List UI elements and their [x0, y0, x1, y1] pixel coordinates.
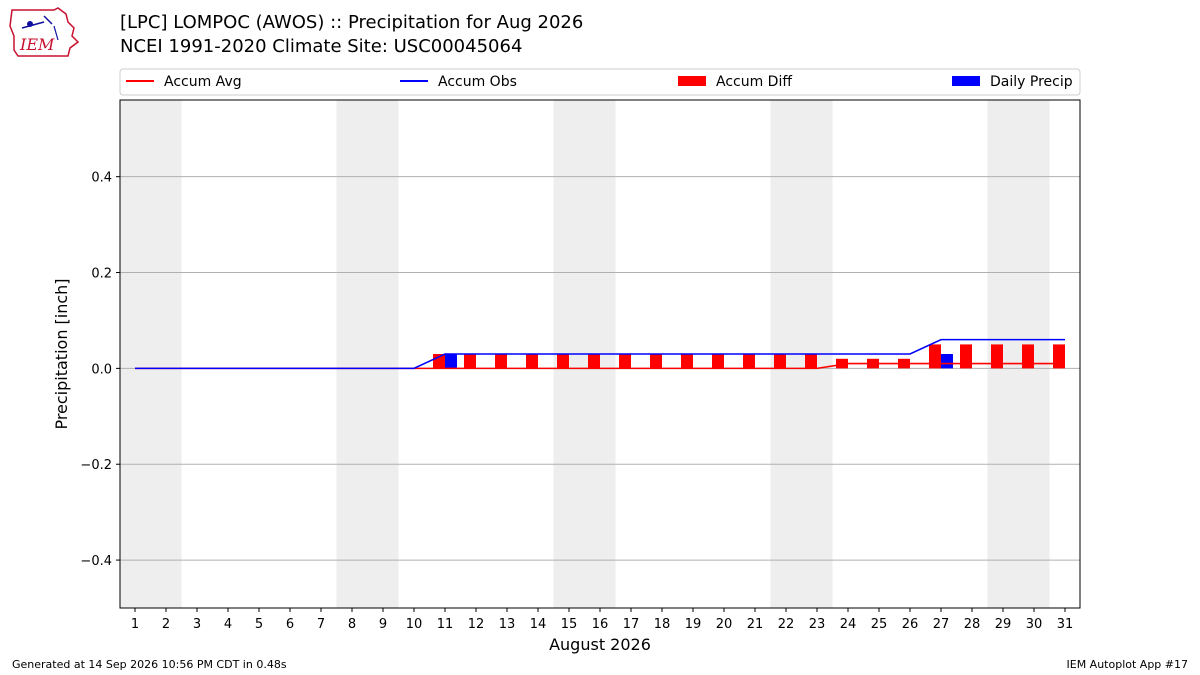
x-tick-label: 29 — [995, 617, 1012, 632]
x-tick-label: 20 — [716, 617, 733, 632]
legend-daily-precip-swatch — [952, 76, 980, 86]
accum-diff-bar — [526, 354, 538, 369]
accum-diff-bar — [464, 354, 476, 369]
x-tick-label: 16 — [592, 617, 609, 632]
lines — [135, 338, 1065, 370]
accum-diff-bar — [774, 354, 786, 369]
x-tick-label: 7 — [317, 617, 325, 632]
accum-diff-bar — [743, 354, 755, 369]
y-tick-label: 0.0 — [91, 362, 112, 377]
accum-diff-bar — [557, 354, 569, 369]
x-tick-label: 27 — [933, 617, 950, 632]
accum-diff-bar — [991, 344, 1003, 369]
x-tick-label: 10 — [406, 617, 423, 632]
x-tick-label: 18 — [654, 617, 671, 632]
accum-diff-bar — [836, 358, 848, 369]
x-tick-label: 30 — [1026, 617, 1043, 632]
accum-diff-bar — [650, 354, 662, 369]
accum-diff-bar — [495, 354, 507, 369]
x-tick-label: 2 — [162, 617, 170, 632]
weekend-shade — [120, 100, 182, 608]
axis-ticks: −0.4−0.20.00.20.41 2 3 4 5 6 7 8 9 10 11 12 13 14 15 16… — [80, 171, 1073, 632]
chart-title: [LPC] LOMPOC (AWOS) :: Precipitation for… — [120, 12, 584, 33]
x-tick-label: 22 — [778, 617, 795, 632]
accum-diff-bar — [588, 354, 600, 369]
legend: Accum Avg Accum Obs Accum Diff Daily Precip — [119, 68, 1081, 96]
legend-daily-precip-label: Daily Precip — [990, 74, 1073, 90]
weekend-shade — [336, 100, 399, 608]
accum-diff-bar — [960, 344, 972, 369]
legend-box — [119, 68, 1081, 96]
daily-precip-bar — [445, 354, 457, 369]
x-tick-label: 19 — [685, 617, 702, 632]
legend-accum-diff-swatch — [678, 76, 706, 86]
x-tick-label: 15 — [561, 617, 578, 632]
x-tick-label: 31 — [1057, 617, 1074, 632]
accum-obs-line — [135, 338, 1065, 370]
x-tick-label: 3 — [193, 617, 201, 632]
x-tick-label: 1 — [131, 617, 139, 632]
chart-subtitle: NCEI 1991-2020 Climate Site: USC00045064 — [120, 36, 523, 57]
accum-diff-bar — [929, 344, 941, 369]
x-tick-label: 8 — [348, 617, 356, 632]
logo-text: IEM — [19, 35, 55, 54]
x-tick-label: 9 — [379, 617, 387, 632]
x-tick-label: 5 — [255, 617, 263, 632]
y-tick-label: 0.4 — [91, 171, 112, 186]
x-tick-label: 11 — [437, 617, 454, 632]
accum-diff-bar — [805, 354, 817, 369]
x-tick-label: 17 — [623, 617, 640, 632]
legend-accum-avg-label: Accum Avg — [164, 74, 242, 90]
daily-precip-bar — [941, 354, 953, 369]
legend-accum-obs-label: Accum Obs — [438, 74, 517, 90]
x-tick-label: 25 — [871, 617, 888, 632]
x-tick-label: 24 — [840, 617, 857, 632]
accum-diff-bar — [681, 354, 693, 369]
accum-diff-bar — [712, 354, 724, 369]
x-tick-label: 12 — [468, 617, 485, 632]
iem-logo: IEM — [9, 7, 80, 57]
y-tick-label: 0.2 — [91, 267, 112, 282]
app-note: IEM Autoplot App #17 — [1066, 658, 1189, 671]
y-axis-label: Precipitation [inch] — [52, 278, 71, 429]
x-tick-label: 26 — [902, 617, 919, 632]
generated-note: Generated at 14 Sep 2026 10:56 PM CDT in… — [12, 658, 287, 671]
accum-diff-bar — [1053, 344, 1065, 369]
x-tick-label: 6 — [286, 617, 294, 632]
accum-diff-bar — [1022, 344, 1034, 369]
legend-accum-diff-label: Accum Diff — [716, 74, 792, 90]
x-tick-label: 13 — [499, 617, 516, 632]
x-axis-label: August 2026 — [549, 635, 651, 654]
x-tick-label: 4 — [224, 617, 232, 632]
x-tick-label: 28 — [964, 617, 981, 632]
y-tick-label: −0.4 — [80, 554, 112, 569]
accum-diff-bar — [619, 354, 631, 369]
x-tick-label: 21 — [747, 617, 764, 632]
y-tick-label: −0.2 — [80, 458, 112, 473]
bars — [433, 344, 1065, 369]
x-tick-label: 23 — [809, 617, 826, 632]
x-tick-label: 14 — [530, 617, 547, 632]
